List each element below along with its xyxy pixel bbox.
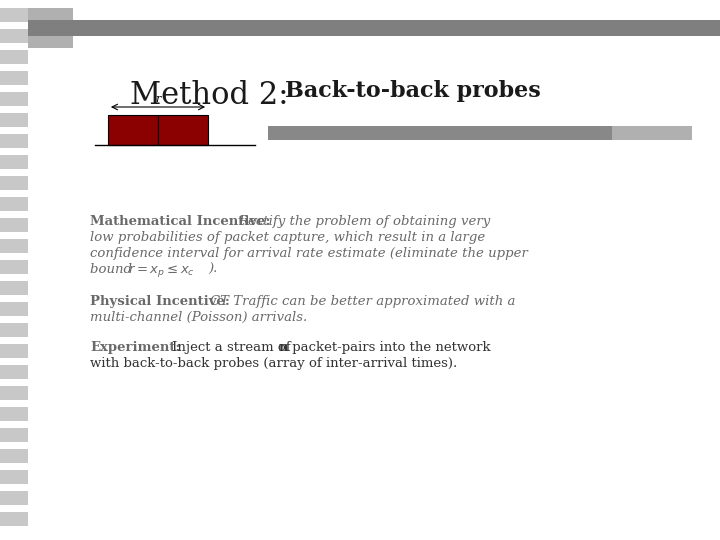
Bar bbox=[0, 176, 28, 190]
Text: r: r bbox=[156, 94, 161, 104]
Bar bbox=[0, 155, 28, 169]
Bar bbox=[268, 126, 692, 140]
Text: $r = x_p \leq x_c$: $r = x_p \leq x_c$ bbox=[128, 263, 195, 279]
Bar bbox=[0, 71, 28, 85]
Bar bbox=[0, 470, 28, 484]
Bar bbox=[0, 239, 28, 253]
Text: packet-pairs into the network: packet-pairs into the network bbox=[288, 341, 490, 354]
Bar bbox=[0, 428, 28, 442]
Text: Experiment:: Experiment: bbox=[90, 341, 181, 354]
Text: Back-to-back probes: Back-to-back probes bbox=[285, 80, 541, 102]
Bar bbox=[0, 449, 28, 463]
Bar bbox=[612, 126, 692, 140]
Bar bbox=[0, 260, 28, 274]
Bar bbox=[0, 512, 28, 526]
Bar bbox=[0, 218, 28, 232]
Bar bbox=[108, 115, 158, 145]
Bar bbox=[158, 115, 208, 145]
Bar bbox=[28, 8, 73, 48]
Bar bbox=[0, 92, 28, 106]
Text: CT Traffic can be better approximated with a: CT Traffic can be better approximated wi… bbox=[210, 295, 516, 308]
Text: Inject a stream of: Inject a stream of bbox=[172, 341, 295, 354]
Text: n: n bbox=[279, 341, 289, 354]
Text: Multi Channel (Poisson): Multi Channel (Poisson) bbox=[581, 23, 712, 33]
Bar bbox=[0, 365, 28, 379]
Text: confidence interval for arrival rate estimate (eliminate the upper: confidence interval for arrival rate est… bbox=[90, 247, 528, 260]
Bar bbox=[0, 281, 28, 295]
Bar bbox=[0, 407, 28, 421]
Bar bbox=[0, 8, 28, 22]
Bar bbox=[0, 491, 28, 505]
Text: Mathematical Incentive:: Mathematical Incentive: bbox=[90, 215, 271, 228]
Bar bbox=[0, 302, 28, 316]
Text: Rectify the problem of obtaining very: Rectify the problem of obtaining very bbox=[238, 215, 490, 228]
Text: Method 2:: Method 2: bbox=[130, 80, 298, 111]
Bar bbox=[0, 344, 28, 358]
Text: ).: ). bbox=[208, 263, 217, 276]
Text: low probabilities of packet capture, which result in a large: low probabilities of packet capture, whi… bbox=[90, 231, 485, 244]
Bar bbox=[0, 197, 28, 211]
Bar bbox=[0, 386, 28, 400]
Bar bbox=[0, 29, 28, 43]
Bar bbox=[0, 50, 28, 64]
Bar bbox=[0, 113, 28, 127]
Bar bbox=[28, 20, 720, 36]
Text: Physical Incentive:: Physical Incentive: bbox=[90, 295, 230, 308]
Text: bound: bound bbox=[90, 263, 136, 276]
Bar bbox=[0, 323, 28, 337]
Text: with back-to-back probes (array of inter-arrival times).: with back-to-back probes (array of inter… bbox=[90, 357, 457, 370]
Text: multi-channel (Poisson) arrivals.: multi-channel (Poisson) arrivals. bbox=[90, 311, 307, 324]
Bar bbox=[0, 134, 28, 148]
